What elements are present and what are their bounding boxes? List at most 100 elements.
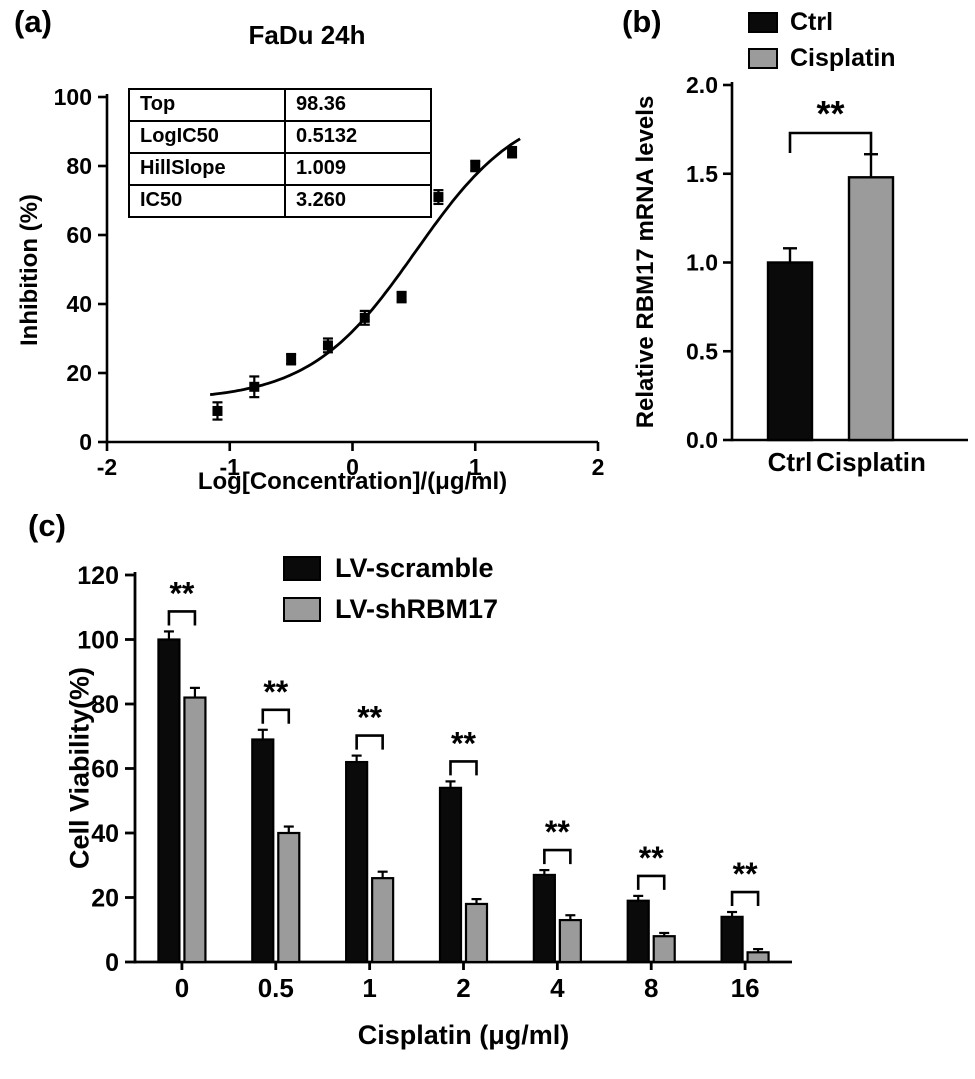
fit-table-row: Top 98.36 xyxy=(130,90,430,122)
x-tick-label: 1 xyxy=(469,454,482,480)
bar-lv-scramble xyxy=(532,873,556,964)
x-category-label: 2 xyxy=(456,973,470,1003)
sig-label: ** xyxy=(733,856,758,892)
data-point xyxy=(249,381,260,392)
panel-a: (a) FaDu 24h 0 20 40 60 80 100 -2 -1 0 1 2 Inhibit… xyxy=(0,0,620,505)
sig-bracket xyxy=(788,131,873,153)
legend-item-cisplatin: Cisplatin xyxy=(748,44,896,73)
data-point xyxy=(507,147,518,158)
bar-lv-scramble xyxy=(626,899,650,964)
bar-lv-shrbm17 xyxy=(464,902,489,964)
fit-table-row: LogIC50 0.5132 xyxy=(130,122,430,154)
panel-c-label: (c) xyxy=(28,508,66,543)
y-tick-label: 60 xyxy=(66,222,92,248)
panel-a-label: (a) xyxy=(14,4,52,39)
sig-bracket xyxy=(355,734,384,750)
bar-lv-shrbm17 xyxy=(371,877,395,964)
y-tick-label: 20 xyxy=(66,360,92,386)
panel-c: (c) LV-scramble LV-shRBM17 0 20 40 60 80 100 1… xyxy=(0,505,975,1079)
panel-a-title: FaDu 24h xyxy=(248,20,366,50)
bar-lv-shrbm17 xyxy=(277,831,301,964)
sig-bracket xyxy=(261,708,291,724)
y-tick-label: 0.0 xyxy=(686,427,718,453)
y-tick-label: 0.5 xyxy=(686,338,718,364)
x-category-label: 16 xyxy=(731,973,760,1003)
x-category-label: Ctrl xyxy=(768,447,813,477)
y-tick-label: 100 xyxy=(77,627,119,655)
legend-swatch-cisplatin xyxy=(748,48,778,69)
legend-swatch-lv-scramble xyxy=(283,556,321,581)
legend-label-lv-scramble: LV-scramble xyxy=(335,553,494,583)
legend-label-lv-shrbm17: LV-shRBM17 xyxy=(335,594,499,624)
bar-lv-scramble xyxy=(720,915,744,964)
y-tick-label: 0 xyxy=(105,949,119,977)
panel-a-x-axis-label: Log[Concentration]/(μg/ml) xyxy=(197,468,508,495)
y-tick-label: 80 xyxy=(66,153,92,179)
bar-lv-scramble xyxy=(157,638,181,964)
bar-lv-shrbm17 xyxy=(652,935,676,964)
sig-bracket xyxy=(449,760,478,776)
fit-table-param: Top xyxy=(130,90,286,120)
x-category-label: 0 xyxy=(175,973,189,1003)
panel-c-x-axis-label: Cisplatin (μg/ml) xyxy=(357,1020,570,1050)
cell-viability-plot: 0 20 40 60 80 100 120 0 ** 0.5 ** 1 ** 2 ** 4 ** 8 ** 16 ** xyxy=(77,562,792,1003)
y-tick-label: 2.0 xyxy=(686,72,718,98)
panel-b-y-axis-label: Relative RBM17 mRNA levels xyxy=(632,95,659,429)
fit-table-value: 98.36 xyxy=(296,93,347,115)
legend-item-lv-scramble: LV-scramble xyxy=(283,553,498,584)
y-tick-label: 100 xyxy=(54,84,92,110)
x-tick-label: 2 xyxy=(592,454,605,480)
y-tick-label: 60 xyxy=(91,756,119,784)
sig-bracket xyxy=(730,890,760,907)
fit-table-param: LogIC50 xyxy=(130,122,286,152)
data-point xyxy=(322,340,333,351)
legend-c: LV-scramble LV-shRBM17 xyxy=(283,553,498,625)
legend-swatch-ctrl xyxy=(748,12,778,33)
sig-label: ** xyxy=(357,700,382,736)
x-category-label: 1 xyxy=(362,973,376,1003)
x-category-label: Cisplatin xyxy=(816,447,926,477)
legend-b: Ctrl Cisplatin xyxy=(748,8,896,73)
legend-swatch-lv-shrbm17 xyxy=(283,597,321,622)
x-category-label: 8 xyxy=(644,973,658,1003)
fit-table-value: 3.260 xyxy=(296,189,347,211)
bar-lv-shrbm17 xyxy=(183,696,207,964)
x-tick-label: 0 xyxy=(346,454,359,480)
panel-a-y-axis-label: Inhibition (%) xyxy=(16,194,43,346)
sig-label: ** xyxy=(816,93,844,134)
x-category-label: 4 xyxy=(550,973,565,1003)
x-tick-label: -2 xyxy=(97,454,117,480)
sig-bracket xyxy=(543,848,572,865)
panel-b-label: (b) xyxy=(622,4,662,39)
sig-label: ** xyxy=(263,674,288,710)
y-tick-label: 1.0 xyxy=(686,250,718,276)
data-point xyxy=(470,161,481,171)
panel-b: (b) Ctrl Cisplatin 0.0 0.5 1.0 1.5 2.0 Ctrl Ci… xyxy=(620,0,975,505)
fit-table-row: IC50 3.260 xyxy=(130,186,430,216)
bar-lv-scramble xyxy=(345,760,369,964)
legend-item-ctrl: Ctrl xyxy=(748,8,896,37)
data-point xyxy=(396,292,407,303)
data-point xyxy=(433,192,444,203)
data-point xyxy=(359,312,370,323)
sig-bracket xyxy=(636,874,666,890)
bar-lv-scramble xyxy=(251,738,275,964)
sig-bracket xyxy=(167,610,197,626)
y-tick-label: 120 xyxy=(77,562,119,590)
fit-table-param: IC50 xyxy=(130,186,286,216)
y-tick-label: 0 xyxy=(79,429,92,455)
bar-lv-scramble xyxy=(438,786,463,964)
y-tick-label: 80 xyxy=(91,691,119,719)
sig-label: ** xyxy=(169,575,194,611)
bar-lv-shrbm17 xyxy=(558,918,582,964)
bar-cisplatin xyxy=(847,176,895,442)
fit-table-value: 1.009 xyxy=(296,157,347,179)
y-tick-label: 40 xyxy=(91,820,119,848)
legend-label-ctrl: Ctrl xyxy=(790,8,834,36)
fit-table-value: 0.5132 xyxy=(296,125,358,147)
x-tick-label: -1 xyxy=(220,454,241,480)
sig-label: ** xyxy=(451,725,476,761)
bar-lv-shrbm17 xyxy=(746,951,770,964)
y-tick-label: 20 xyxy=(91,885,119,913)
legend-item-lv-shrbm17: LV-shRBM17 xyxy=(283,594,498,625)
